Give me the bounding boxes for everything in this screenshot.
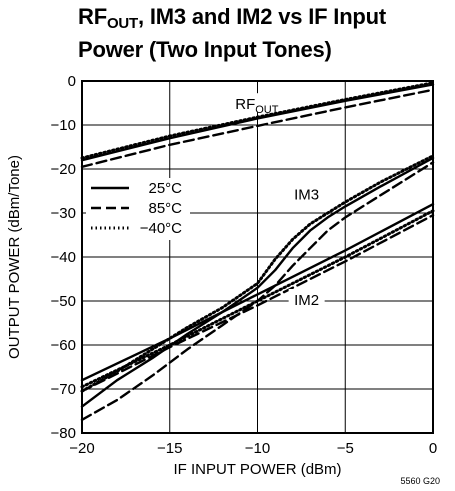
series-im2-dotted (80, 209, 435, 389)
x-tick-label-0: −20 (69, 440, 94, 457)
series-lines (80, 81, 435, 421)
annotation-bg-0 (229, 93, 276, 113)
figure-code: 5560 G20 (400, 476, 440, 486)
title-subscript: OUT (106, 15, 139, 32)
y-tick-label-6: −60 (51, 337, 76, 354)
y-tick-label-5: −50 (51, 293, 76, 310)
y-axis-label: OUTPUT POWER (dBm/Tone) (6, 155, 23, 359)
plot-frame (81, 80, 434, 434)
series-im2-dashed (80, 214, 435, 393)
annotation-bg-1 (288, 183, 325, 203)
x-tick-label-3: −5 (337, 440, 354, 457)
series-im2-solid (80, 203, 435, 382)
legend-label-0: 25°C (148, 180, 182, 197)
annotation-im2: IM2 (294, 292, 319, 309)
annotation-im3: IM3 (294, 186, 319, 203)
series-im3-solid (80, 156, 435, 408)
chart-title-line-2: Power (Two Input Tones) (78, 37, 332, 62)
chart-title-line-1: RFOUT, IM3 and IM2 vs IF Input (78, 4, 448, 37)
legend: 25°C 85°C −40°C (86, 178, 190, 240)
y-tick-label-2: −20 (51, 161, 76, 178)
tick-labels: −20 −15 −10 −5 00−10−20−30−40−50−60−70−80 (51, 73, 438, 457)
legend-label-2: −40°C (140, 220, 182, 237)
y-tick-label-1: −10 (51, 117, 76, 134)
series-rfout-dashed (80, 88, 435, 168)
grid (81, 80, 434, 434)
annotation-bg-2 (288, 289, 325, 308)
x-tick-label-2: −10 (245, 440, 270, 457)
x-tick-label-1: −15 (157, 440, 182, 457)
y-tick-label-7: −70 (51, 381, 76, 398)
x-axis-label: IF INPUT POWER (dBm) (173, 461, 341, 478)
x-tick-label-4: 0 (429, 440, 437, 457)
y-tick-label-4: −40 (51, 249, 76, 266)
legend-label-1: 85°C (148, 200, 182, 217)
series-rfout-dotted (80, 81, 435, 160)
chart-title: RFOUT, IM3 and IM2 vs IF Input Power (Tw… (78, 4, 448, 63)
series-im3-dotted (80, 154, 435, 393)
title-line1-rest: , IM3 and IM2 vs IF Input (138, 4, 387, 29)
title-prefix: RF (78, 4, 107, 29)
y-tick-label-3: −30 (51, 205, 76, 222)
y-tick-label-8: −80 (51, 425, 76, 442)
y-tick-label-0: 0 (68, 73, 76, 90)
